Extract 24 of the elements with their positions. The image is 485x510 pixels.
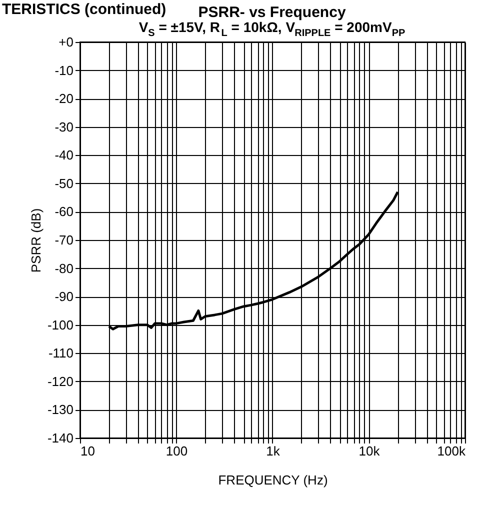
text: TERISTICS (continued) <box>2 1 166 18</box>
y-tick-label: +0 <box>58 34 74 50</box>
y-tick-label: -20 <box>54 91 74 106</box>
x-axis-title: FREQUENCY (Hz) <box>218 472 328 488</box>
x-tick-label: 10 <box>80 444 95 458</box>
y-axis-title: PSRR (dB) <box>28 208 44 273</box>
x-tick-label: 10k <box>358 444 380 458</box>
y-tick-label: -80 <box>54 260 74 276</box>
y-tick-label: -120 <box>47 374 74 389</box>
x-tick-label: 100k <box>437 444 466 458</box>
y-tick-label: -100 <box>47 317 74 332</box>
x-tick-label: 100 <box>166 444 188 458</box>
y-tick-label: -10 <box>54 62 74 78</box>
y-tick-label: -50 <box>54 176 74 191</box>
y-tick-label: -130 <box>47 402 74 418</box>
x-tick-label: 1k <box>266 444 280 458</box>
y-tick-label: -140 <box>47 430 74 446</box>
chart-title: PSRR- vs Frequency <box>198 4 346 21</box>
y-tick-label: -30 <box>54 119 74 134</box>
y-tick-label: -60 <box>54 204 74 220</box>
y-tick-label: -40 <box>54 148 74 163</box>
y-tick-label: -90 <box>54 289 74 304</box>
y-tick-label: -70 <box>54 232 74 248</box>
y-tick-label: -110 <box>48 346 74 361</box>
